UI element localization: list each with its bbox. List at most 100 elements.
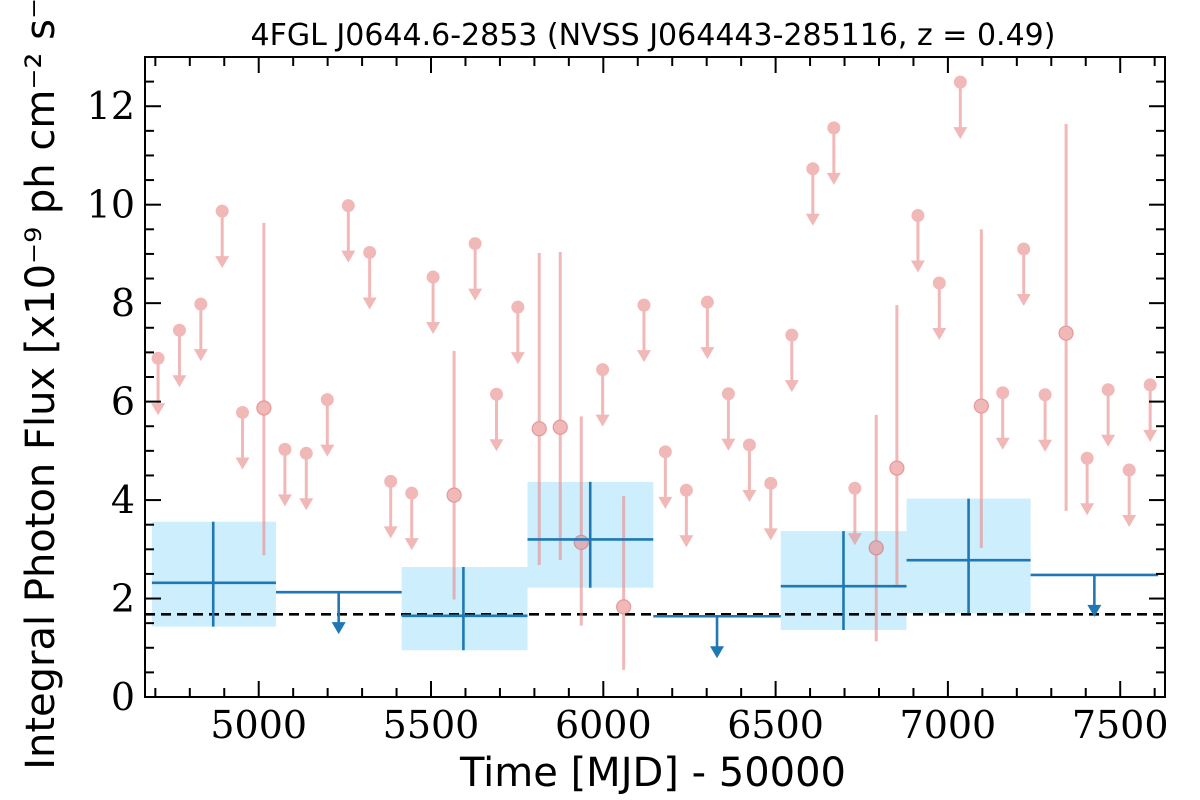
short-bin-upper-limit: [995, 386, 1010, 450]
upper-limit-arrowhead: [679, 535, 694, 548]
short-bin-detection: [868, 414, 884, 642]
upper-limit-point: [1038, 388, 1052, 402]
upper-limit-point: [236, 405, 250, 419]
short-bin-upper-limit: [341, 199, 356, 263]
upper-limit-point: [215, 204, 229, 218]
upper-limit-point: [405, 486, 419, 500]
x-axis-label: Time [MJD] - 50000: [459, 750, 846, 796]
x-tick-label: 6500: [727, 703, 824, 747]
long-bin-upper-limit: [275, 590, 402, 635]
upper-limit-arrowhead: [826, 172, 841, 185]
upper-limit-point: [384, 474, 398, 488]
short-bin-detection: [889, 305, 905, 585]
short-bin-upper-limit: [172, 323, 187, 388]
detection-point: [889, 460, 905, 476]
y-tick-label: 2: [111, 577, 135, 621]
short-bin-detection: [552, 251, 568, 561]
upper-limit-arrowhead: [595, 414, 610, 427]
short-bin-upper-limit: [362, 245, 377, 310]
detection-point: [1058, 325, 1074, 341]
short-bin-upper-limit: [784, 328, 799, 393]
upper-limit-point: [363, 245, 377, 259]
detection-point: [973, 398, 989, 414]
svg-text:Integral Photon Flux [x10⁻⁹ ph: Integral Photon Flux [x10⁻⁹ ph cm⁻² s⁻¹]: [18, 0, 64, 770]
upper-limit-point: [320, 393, 334, 407]
upper-limit-point: [637, 298, 651, 312]
upper-limit-point: [1080, 451, 1094, 465]
short-bin-upper-limit: [595, 363, 610, 427]
upper-limit-arrowhead: [151, 403, 166, 416]
upper-limit-arrowhead: [235, 457, 250, 470]
upper-limit-arrowhead: [277, 494, 292, 507]
detection-point: [446, 487, 462, 503]
upper-limit-arrowhead: [1101, 434, 1116, 447]
upper-limit-point: [172, 323, 186, 337]
long-bin-detection: [401, 567, 528, 651]
upper-limit-arrowhead: [636, 350, 651, 363]
upper-limit-arrowhead: [1016, 294, 1031, 306]
upper-limit-arrowhead: [341, 250, 356, 263]
short-bin-upper-limit: [1080, 451, 1095, 516]
upper-limit-arrowhead: [172, 375, 187, 388]
short-bin-detection: [446, 350, 462, 600]
short-bin-upper-limit: [721, 387, 736, 451]
upper-limit-arrowhead: [1080, 503, 1095, 516]
x-tick-label: 7500: [1072, 703, 1169, 747]
upper-limit-arrowhead: [995, 437, 1010, 450]
short-bin-upper-limit: [1101, 383, 1116, 447]
upper-limit-point: [426, 270, 440, 284]
short-bin-upper-limit: [299, 446, 314, 511]
detection-point: [531, 421, 547, 437]
upper-limit-arrowhead: [193, 349, 208, 362]
upper-limit-point: [299, 446, 313, 460]
upper-limit-arrowhead: [404, 538, 419, 551]
upper-limit-arrowhead: [700, 347, 715, 360]
short-bin-upper-limit: [636, 298, 651, 363]
long-bin-upper-limit: [1030, 573, 1159, 617]
axes: 5000 5500 6000 6500 7000 7500 0 2 4 6 8 10 12: [87, 56, 1169, 747]
x-tick-label: 5500: [383, 703, 480, 747]
short-bin-upper-limit: [215, 204, 230, 269]
upper-limit-arrowhead: [784, 380, 799, 393]
y-tick-label: 12: [87, 84, 135, 128]
short-bin-upper-limit: [932, 276, 947, 340]
x-tick-label: 7000: [900, 703, 997, 747]
long-bin-detection: [151, 521, 276, 627]
upper-limit-point: [932, 276, 946, 290]
short-bin-upper-limit: [679, 483, 694, 548]
y-tick-label: 4: [111, 478, 135, 522]
upper-limit-point: [1017, 242, 1031, 256]
upper-limit-arrowhead: [215, 256, 230, 269]
upper-limit-point: [489, 387, 503, 401]
upper-limit-point: [911, 209, 925, 223]
short-bin-upper-limit: [658, 445, 673, 509]
short-bin-upper-limit: [1016, 242, 1031, 306]
upper-limit-arrowhead: [426, 322, 441, 335]
upper-limit-arrowhead: [362, 297, 377, 310]
upper-limit-arrowhead: [805, 213, 820, 226]
short-bin-upper-limit: [404, 486, 419, 551]
upper-limit-point: [151, 351, 165, 365]
detection-point: [256, 400, 272, 416]
short-bin-upper-limit: [1038, 388, 1053, 452]
upper-limit-point: [1122, 463, 1136, 477]
x-tick-label: 6000: [555, 703, 652, 747]
upper-limit-point: [848, 481, 862, 495]
y-tick-label: 6: [111, 380, 135, 424]
upper-limit-point: [806, 162, 820, 176]
short-bin-upper-limit: [1143, 378, 1158, 442]
chart-title: 4FGL J0644.6-2853 (NVSS J064443-285116, …: [251, 18, 1056, 53]
upper-limit-arrowhead: [742, 489, 757, 502]
upper-limit-point: [341, 199, 355, 213]
long-bin-ul-arrowhead: [1087, 604, 1102, 617]
long-bin-upper-limit: [653, 614, 781, 659]
upper-limit-point: [658, 445, 672, 459]
upper-limit-arrowhead: [320, 444, 335, 457]
upper-limit-arrowhead: [721, 438, 736, 451]
plot-area: [145, 75, 1165, 670]
detection-point: [573, 534, 589, 551]
short-bin-upper-limit: [193, 297, 208, 362]
short-bin-upper-limit: [910, 209, 925, 273]
detection-point: [552, 419, 568, 435]
